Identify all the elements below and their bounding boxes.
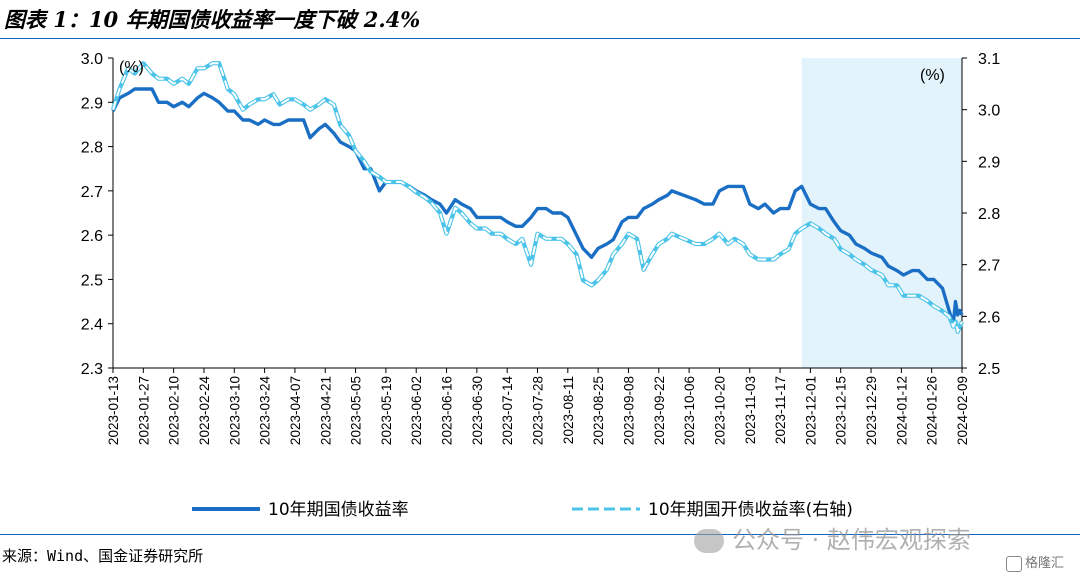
x-tick-label: 2023-12-01 — [803, 376, 818, 445]
right-y-tick-label: 3.0 — [978, 103, 1000, 120]
source-note: 来源：Wind、国金证券研究所 — [2, 547, 204, 565]
right-y-tick-label: 2.9 — [978, 154, 1000, 171]
x-tick-label: 2023-02-24 — [197, 376, 212, 446]
left-y-tick-label: 3.0 — [81, 51, 103, 68]
right-y-tick-label: 2.8 — [978, 206, 1000, 223]
left-y-tick-label: 2.3 — [81, 361, 103, 378]
chart-axes: 3.0 2.9 2.8 2.7 2.6 2.5 2.4 2.3 3.1 3.0 2.9 2.8 2.7 2… — [81, 51, 1001, 445]
x-tick-label: 2024-01-26 — [925, 376, 940, 445]
x-tick-label: 2023-09-22 — [652, 376, 667, 445]
right-y-tick-label: 3.1 — [978, 51, 1000, 68]
x-tick-label: 2023-02-10 — [167, 376, 182, 445]
x-tick-label: 2023-07-14 — [500, 376, 515, 446]
right-y-tick-label: 2.6 — [978, 309, 1000, 326]
x-tick-label: 2023-08-11 — [561, 376, 576, 444]
x-tick-label: 2023-07-28 — [531, 376, 546, 445]
left-y-tick-label: 2.4 — [81, 317, 103, 334]
figure-title: 图表 1：10 年期国债收益率一度下破 2.4% — [4, 7, 421, 32]
x-tick-label: 2023-06-30 — [470, 376, 485, 445]
x-tick-label: 2023-04-07 — [288, 376, 303, 445]
x-tick-label: 2023-06-16 — [440, 376, 455, 445]
logo-icon — [1006, 555, 1022, 572]
x-tick-label: 2023-11-03 — [743, 376, 758, 444]
right-y-tick-label: 2.7 — [978, 258, 1000, 275]
title-rule — [0, 38, 1080, 39]
shaded-period — [801, 58, 962, 368]
chart-series — [110, 61, 964, 334]
x-tick-label: 2023-09-08 — [621, 376, 636, 445]
left-y-tick-label: 2.9 — [81, 95, 103, 112]
series-1-line — [111, 87, 964, 326]
x-tick-label: 2023-01-13 — [106, 376, 121, 445]
chart-legend: 10年期国债收益率 10年期国开债收益率(右轴) — [192, 500, 853, 520]
x-tick-label: 2023-12-15 — [834, 376, 849, 445]
x-tick-label: 2023-05-19 — [379, 376, 394, 445]
left-y-tick-label: 2.5 — [81, 272, 103, 289]
x-tick-label: 2023-04-21 — [318, 376, 333, 445]
line-chart: 3.0 2.9 2.8 2.7 2.6 2.5 2.4 2.3 3.1 3.0 2.9 2.8 2.7 2… — [81, 51, 1001, 520]
left-y-tick-label: 2.6 — [81, 228, 103, 245]
x-tick-label: 2023-03-24 — [258, 376, 273, 446]
x-tick-label: 2023-06-02 — [409, 376, 424, 445]
watermark: 公众号 · 赵伟宏观探索 — [694, 520, 971, 555]
left-y-tick-label: 2.7 — [81, 184, 103, 201]
watermark-text: 公众号 · 赵伟宏观探索 — [732, 526, 971, 554]
x-tick-label: 2023-05-05 — [349, 376, 364, 445]
left-axis-unit: (%) — [119, 59, 144, 76]
series-2-line-dash — [112, 62, 963, 333]
x-tick-label: 2024-02-09 — [955, 376, 970, 445]
x-tick-label: 2023-08-25 — [591, 376, 606, 445]
wechat-icon — [694, 529, 724, 553]
x-tick-label: 2023-10-20 — [712, 376, 727, 445]
corner-logo: 格隆汇 — [1006, 552, 1064, 572]
x-tick-label: 2023-03-10 — [227, 376, 242, 445]
source-rule — [0, 534, 1080, 535]
legend-label-series-1: 10年期国债收益率 — [268, 500, 409, 520]
x-tick-label: 2023-11-17 — [773, 376, 788, 444]
x-tick-label: 2024-01-12 — [894, 376, 909, 445]
legend-label-series-2: 10年期国开债收益率(右轴) — [648, 500, 853, 520]
right-axis-unit: (%) — [920, 67, 945, 84]
right-y-tick-label: 2.5 — [978, 361, 1000, 378]
corner-logo-text: 格隆汇 — [1025, 556, 1065, 571]
x-tick-label: 2023-12-29 — [864, 376, 879, 445]
x-tick-label: 2023-10-06 — [682, 376, 697, 445]
left-y-tick-label: 2.8 — [81, 140, 103, 157]
x-tick-label: 2023-01-27 — [136, 376, 151, 445]
